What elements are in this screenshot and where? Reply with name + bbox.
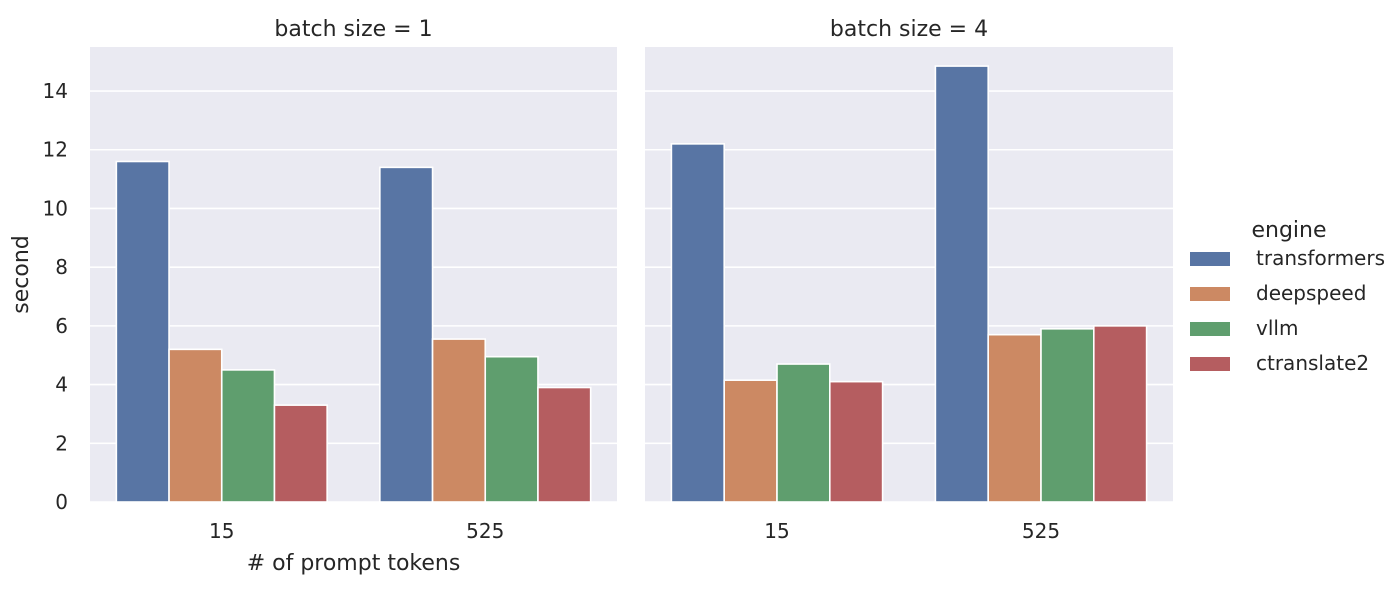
x-tick-label-15: 15 [764,519,789,543]
bar-transformers-15 [670,143,726,503]
y-axis-label: second [9,235,34,313]
bars [670,65,1148,503]
y-tick-label-4: 4 [55,373,68,397]
bar-vllm-525 [1040,328,1095,503]
y-tick-labels: 0 2 4 6 8 10 12 14 [43,79,68,514]
panel-batch-size-1: batch size = 1 15 525 0 2 4 6 8 10 12 14 [43,17,617,543]
y-tick-label-12: 12 [43,138,68,162]
x-tick-labels: 15 525 [209,519,504,543]
y-tick-label-10: 10 [43,196,68,220]
legend-label-ctranslate2: ctranslate2 [1256,351,1369,375]
bar-vllm-525 [484,355,539,503]
y-tick-label-0: 0 [55,490,68,514]
panel-title: batch size = 1 [274,17,432,42]
legend-swatch-ctranslate2 [1190,357,1230,371]
panel-batch-size-4: batch size = 4 15 525 [645,17,1173,543]
legend-label-transformers: transformers [1256,246,1385,270]
legend-swatch-deepspeed [1190,287,1230,301]
legend-swatch-vllm [1190,322,1230,336]
legend-title: engine [1251,218,1326,243]
legend-label-vllm: vllm [1256,316,1298,340]
x-tick-label-525: 525 [466,519,504,543]
legend: engine transformers deepspeed vllm ctransla… [1190,218,1385,375]
bar-transformers-15 [115,160,170,503]
legend-label-deepspeed: deepspeed [1256,281,1366,305]
bar-transformers-525 [934,65,990,503]
x-tick-label-15: 15 [209,519,234,543]
bar-ctranslate2-525 [537,386,592,503]
bar-deepspeed-15 [723,379,778,503]
y-tick-label-8: 8 [55,255,68,279]
x-tick-labels: 15 525 [764,519,1060,543]
legend-swatch-transformers [1190,252,1230,266]
bars [115,160,592,503]
bar-vllm-15 [220,369,276,503]
x-tick-label-525: 525 [1022,519,1060,543]
bar-transformers-525 [379,166,434,503]
panel-title: batch size = 4 [830,17,988,42]
x-axis-label: # of prompt tokens [247,551,461,576]
bar-deepspeed-15 [168,348,223,503]
y-tick-label-6: 6 [55,314,68,338]
bar-ctranslate2-15 [828,380,884,503]
bar-vllm-15 [776,363,831,503]
bar-deepspeed-525 [431,338,487,503]
y-tick-label-14: 14 [43,79,68,103]
bar-ctranslate2-525 [1093,325,1148,503]
bar-deepspeed-525 [987,333,1042,503]
y-tick-label-2: 2 [55,431,68,455]
bar-ctranslate2-15 [273,404,328,503]
